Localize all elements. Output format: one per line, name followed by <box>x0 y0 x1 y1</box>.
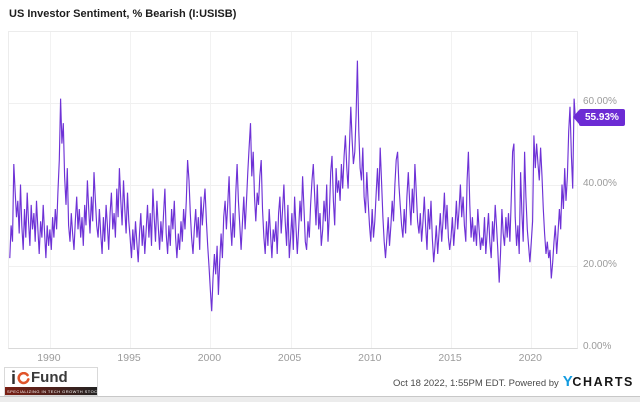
iofund-logo[interactable]: i Fund SPECIALIZING IN TECH GROWTH STOCK… <box>4 367 104 396</box>
series-svg <box>9 60 576 312</box>
vertical-gridline <box>49 32 51 348</box>
horizontal-gridline <box>9 102 577 104</box>
vertical-gridline <box>531 32 533 348</box>
logo-name: Fund <box>31 369 68 386</box>
x-axis-tick: 1990 <box>37 352 61 364</box>
plot-area[interactable] <box>8 31 578 349</box>
y-axis-tick: 20.00% <box>583 259 617 271</box>
vertical-gridline <box>370 32 372 348</box>
y-axis-tick: 0.00% <box>583 341 612 352</box>
x-axis-tick: 2000 <box>197 352 222 364</box>
ycharts-charts: CHARTS <box>572 375 634 389</box>
attribution: Oct 18 2022, 1:55PM EDT. Powered by YCHA… <box>393 373 634 391</box>
x-axis-tick: 2005 <box>277 352 302 364</box>
y-axis-tick: 40.00% <box>583 177 617 189</box>
logo-tagline: SPECIALIZING IN TECH GROWTH STOCKS <box>5 387 104 395</box>
vertical-gridline <box>210 32 212 348</box>
horizontal-gridline <box>9 266 577 268</box>
chart-title: US Investor Sentiment, % Bearish (I:USIS… <box>9 8 237 20</box>
horizontal-gridline <box>9 184 577 186</box>
x-axis-tick: 2010 <box>358 352 382 364</box>
bottom-strip <box>0 396 640 402</box>
timestamp-powered-by: Oct 18 2022, 1:55PM EDT. Powered by <box>392 378 559 389</box>
ycharts-logo[interactable]: YCHARTS <box>563 373 634 391</box>
x-axis-tick: 2020 <box>518 352 542 364</box>
vertical-gridline <box>451 32 452 348</box>
vertical-gridline <box>290 32 292 348</box>
logo-letter-i: i <box>11 368 17 388</box>
vertical-gridline <box>130 32 132 348</box>
ycharts-y: Y <box>562 373 574 390</box>
y-axis-tick: 60.00% <box>583 95 617 107</box>
x-axis-tick: 1995 <box>117 352 141 364</box>
logo-o-swoosh-icon <box>16 370 31 386</box>
bearish-sentiment-line <box>9 60 576 312</box>
x-axis-tick: 2015 <box>438 352 462 364</box>
last-value-badge: 55.93% <box>573 109 625 127</box>
